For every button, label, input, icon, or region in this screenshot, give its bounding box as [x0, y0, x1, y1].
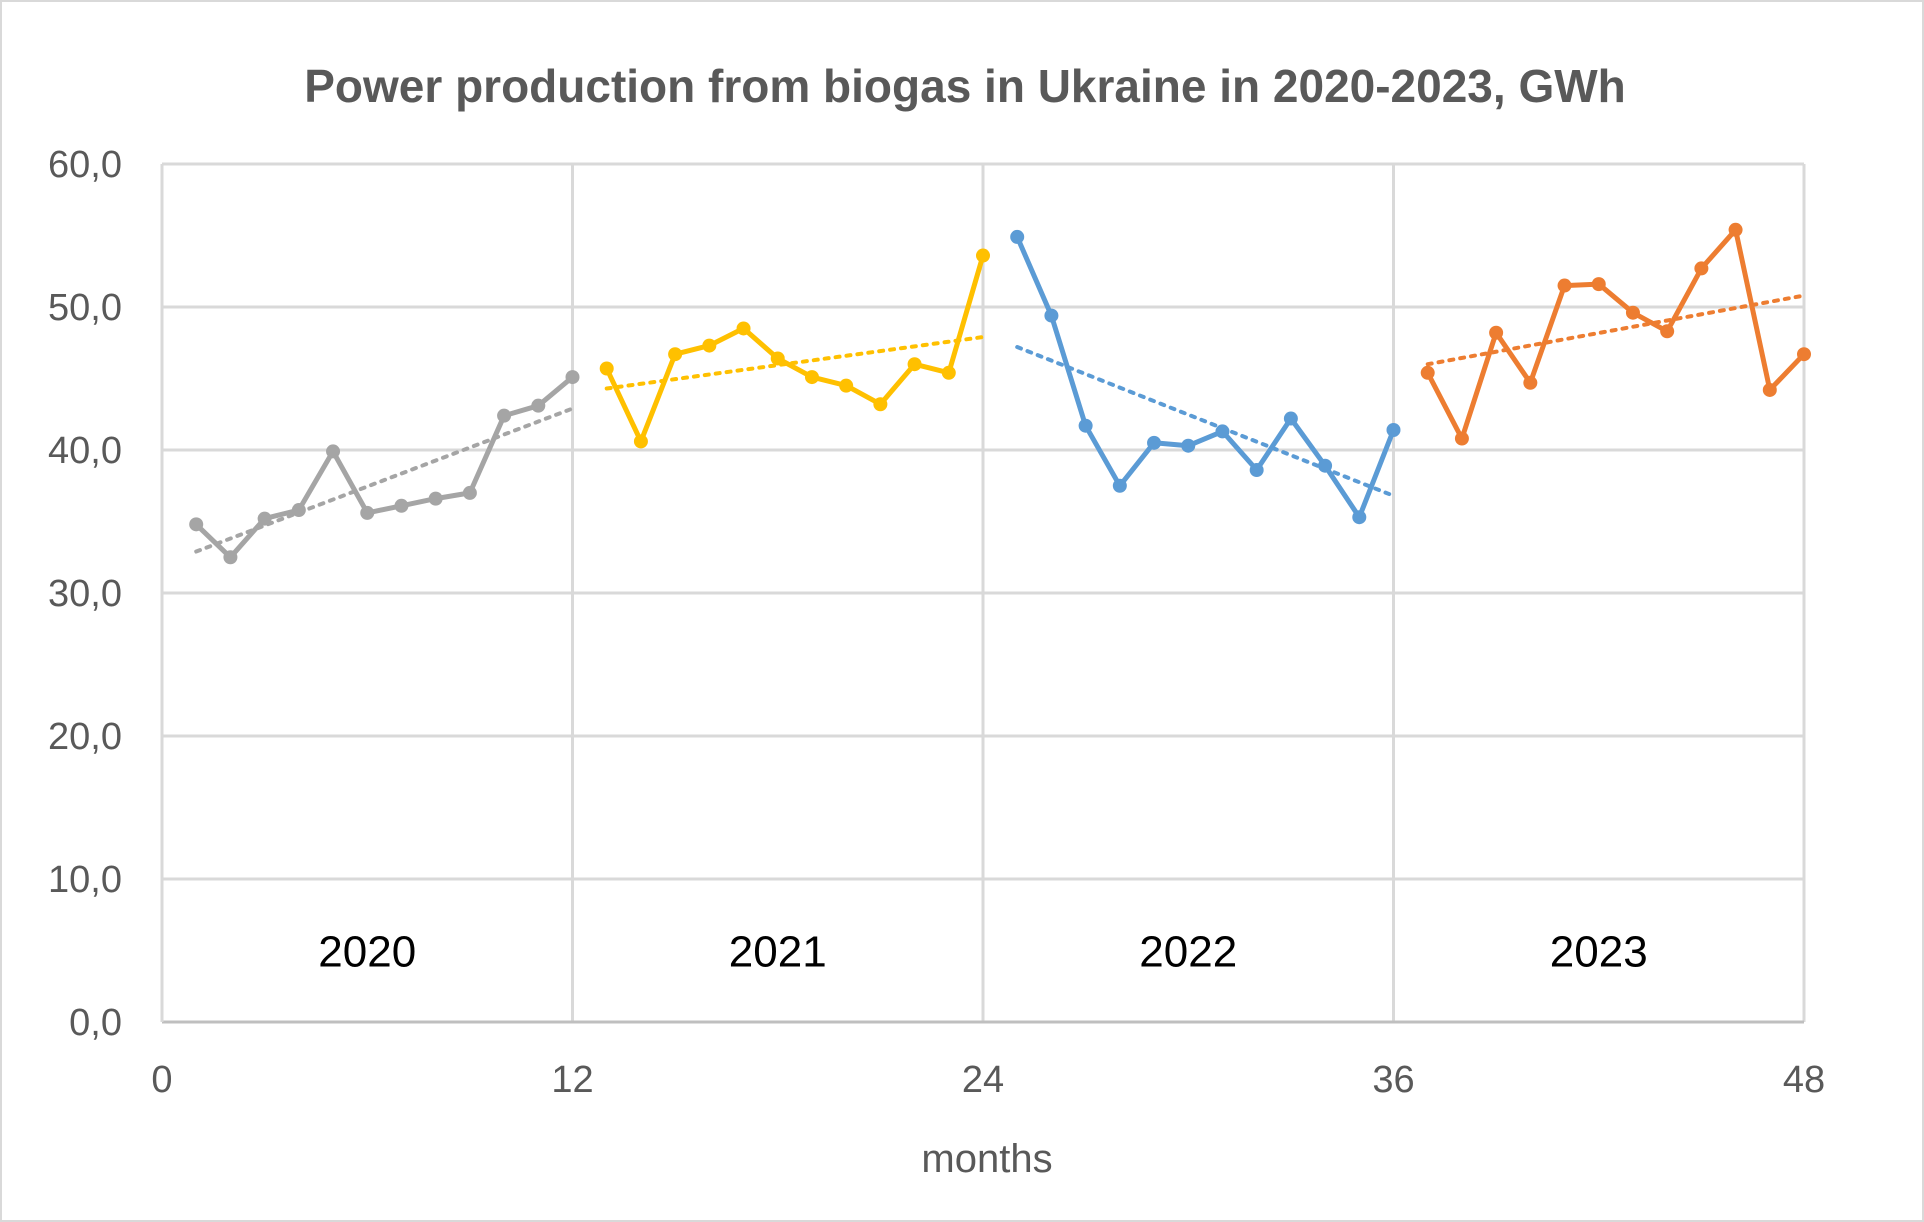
- data-point: [839, 378, 854, 393]
- data-point: [1694, 261, 1709, 276]
- data-point: [804, 370, 819, 385]
- data-point: [326, 444, 341, 459]
- trendline-series-4: [1425, 293, 1806, 367]
- data-point: [1147, 435, 1162, 450]
- trendline-series-3: [1015, 345, 1396, 498]
- year-label: 2023: [1550, 928, 1648, 977]
- data-point: [565, 370, 580, 385]
- x-tick-label: 12: [551, 1059, 593, 1101]
- x-tick-label: 36: [1372, 1059, 1414, 1101]
- data-point: [1728, 222, 1743, 237]
- x-tick-label: 0: [151, 1059, 172, 1101]
- data-point: [1010, 229, 1025, 244]
- axes: [160, 164, 1804, 1024]
- data-point: [702, 338, 717, 353]
- data-point: [1454, 431, 1469, 446]
- data-point: [1660, 324, 1675, 339]
- data-point: [1625, 305, 1640, 320]
- data-point: [1557, 278, 1572, 293]
- trendline-series-2: [604, 335, 985, 391]
- data-point: [873, 397, 888, 412]
- data-point: [1318, 458, 1333, 473]
- data-points: [189, 222, 1811, 565]
- data-point: [360, 505, 375, 520]
- data-point: [907, 357, 922, 372]
- data-point: [1386, 422, 1401, 437]
- data-point: [976, 248, 990, 263]
- y-tick-label: 60,0: [48, 144, 122, 186]
- y-tick-label: 40,0: [48, 430, 122, 472]
- year-label: 2022: [1139, 928, 1237, 977]
- x-axis-title: months: [921, 1137, 1052, 1181]
- data-point: [633, 434, 648, 449]
- data-point: [1112, 478, 1127, 493]
- data-point: [599, 361, 614, 376]
- chart-title: Power production from biogas in Ukraine …: [304, 60, 1626, 112]
- y-axis-tick-labels: 0,0 10,0 20,0 30,0 40,0 50,0 60,0: [48, 144, 122, 1044]
- data-point: [1215, 424, 1230, 439]
- x-tick-label: 48: [1783, 1059, 1825, 1101]
- y-tick-label: 30,0: [48, 573, 122, 615]
- year-label: 2021: [729, 928, 827, 977]
- data-point: [1797, 347, 1811, 362]
- y-tick-label: 10,0: [48, 859, 122, 901]
- data-point: [497, 408, 512, 423]
- year-label: 2020: [318, 928, 416, 977]
- x-axis-tick-labels: 0 12 24 36 48: [151, 1059, 1825, 1101]
- data-point: [223, 550, 238, 565]
- trendlines: [194, 293, 1806, 554]
- series-line-4: [1425, 227, 1807, 442]
- data-point: [941, 365, 956, 380]
- series-line-3: [1014, 234, 1396, 520]
- data-point: [189, 517, 204, 532]
- data-point: [394, 498, 409, 513]
- data-point: [1591, 277, 1606, 292]
- data-point: [1762, 382, 1777, 397]
- series-line-1: [193, 374, 575, 560]
- data-point: [736, 321, 751, 336]
- x-tick-label: 24: [962, 1059, 1004, 1101]
- data-point: [462, 485, 477, 500]
- data-point: [1420, 365, 1435, 380]
- year-annotations: 2020 2021 2022 2023: [318, 928, 1647, 977]
- data-point: [257, 511, 272, 526]
- data-point: [291, 503, 306, 518]
- y-tick-label: 50,0: [48, 287, 122, 329]
- series-line-2: [604, 253, 986, 444]
- data-point: [1283, 411, 1298, 426]
- data-point: [1044, 308, 1059, 323]
- data-point: [1181, 438, 1196, 453]
- data-point: [770, 351, 785, 366]
- data-point: [1352, 510, 1367, 525]
- data-point: [668, 347, 683, 362]
- data-point: [1249, 463, 1264, 478]
- y-tick-label: 20,0: [48, 716, 122, 758]
- data-point: [1078, 418, 1093, 433]
- data-point: [428, 491, 443, 506]
- y-tick-label: 0,0: [69, 1002, 122, 1044]
- gridlines: [160, 162, 1806, 1022]
- data-point: [1489, 325, 1504, 340]
- data-point: [1523, 375, 1538, 390]
- data-point: [531, 398, 546, 413]
